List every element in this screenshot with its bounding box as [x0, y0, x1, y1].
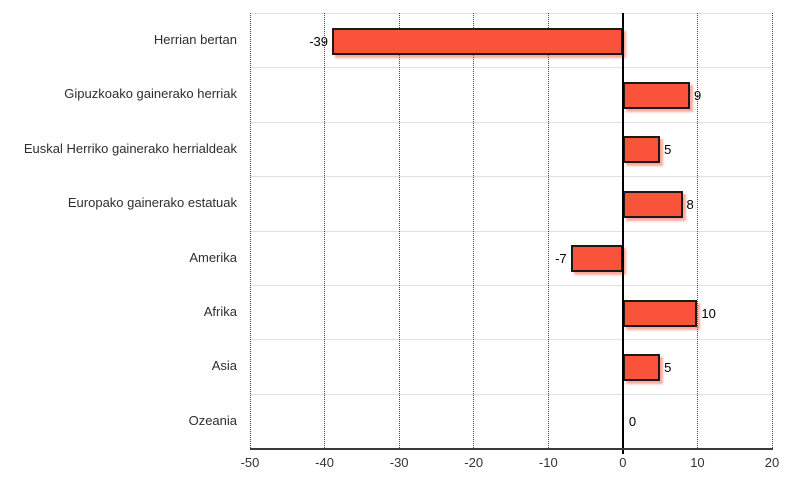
row-separator [250, 284, 772, 286]
category-label: Europako gainerako estatuak [67, 195, 237, 211]
category-label: Asia [211, 358, 237, 374]
x-tick-label: -30 [389, 455, 409, 470]
gridline [547, 13, 549, 448]
row-separator [250, 121, 772, 123]
x-tick-label: 0 [619, 455, 627, 470]
bar [622, 136, 661, 164]
category-label: Herrian bertan [153, 32, 237, 47]
bar-value-label: 5 [664, 142, 672, 158]
x-tick-label: -10 [538, 455, 558, 470]
gridline [249, 13, 251, 448]
gridline [473, 13, 475, 448]
gridline [398, 13, 400, 448]
x-tick-label: 10 [690, 455, 705, 470]
bar-value-label: 8 [686, 196, 694, 212]
bar [570, 245, 623, 273]
bar-value-label: 10 [701, 305, 716, 321]
bar [622, 190, 683, 218]
gridline [324, 13, 326, 448]
plot-top-border [250, 13, 772, 14]
x-tick-label: -50 [240, 455, 260, 470]
bar-value-label: 5 [664, 359, 672, 375]
row-separator [250, 230, 772, 232]
gridline [771, 13, 773, 448]
bar-value-label: -7 [555, 251, 567, 267]
category-label: Euskal Herriko gainerako herrialdeak [23, 140, 237, 156]
row-separator [250, 67, 772, 69]
zero-axis-line [621, 13, 624, 454]
category-label: Gipuzkoako gainerako herriak [64, 86, 237, 102]
bar [622, 353, 661, 381]
category-label: Afrika [203, 303, 237, 319]
category-label: Ozeania [188, 412, 237, 428]
row-separator [250, 339, 772, 341]
bar [622, 82, 690, 110]
bar [332, 27, 623, 55]
bar [622, 299, 698, 327]
category-label: Amerika [189, 249, 237, 265]
bar-value-label: 0 [628, 414, 637, 430]
x-axis-line [250, 448, 773, 450]
x-tick-label: -40 [315, 455, 334, 470]
row-separator [250, 176, 772, 178]
gridline [696, 13, 698, 448]
x-tick-label: 20 [764, 455, 780, 470]
row-separator [250, 393, 772, 395]
bar-value-label: -39 [309, 33, 329, 49]
bar-value-label: 9 [693, 88, 702, 104]
x-tick-label: -20 [464, 455, 484, 470]
